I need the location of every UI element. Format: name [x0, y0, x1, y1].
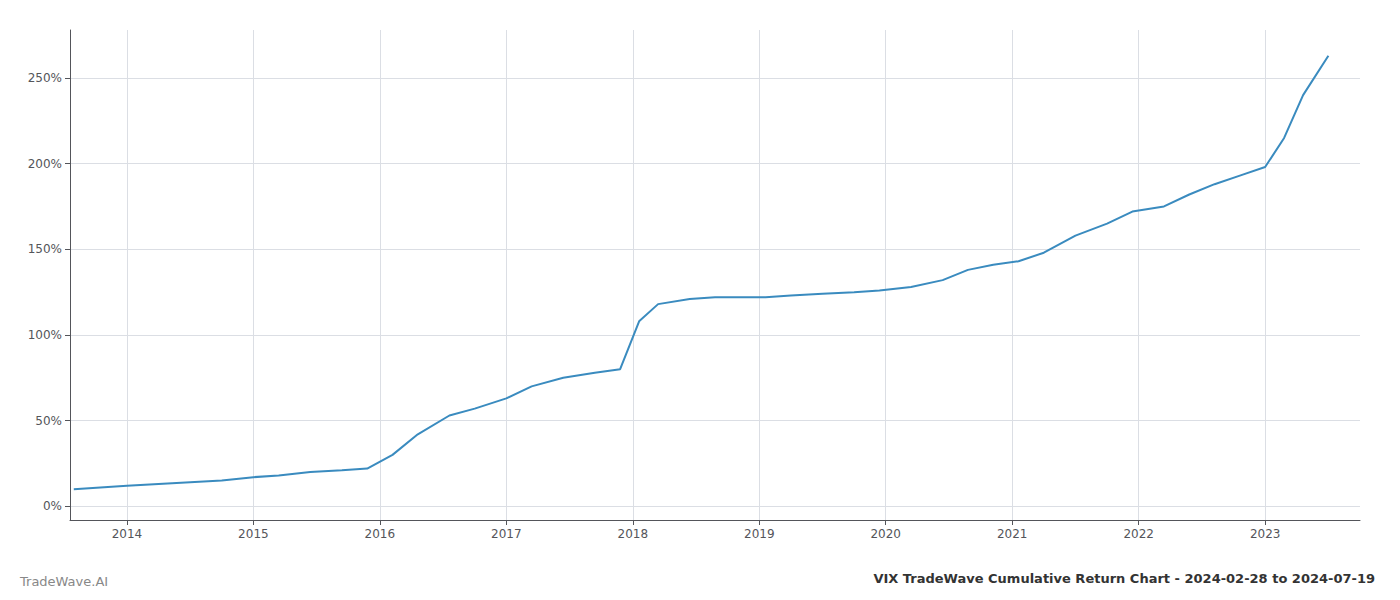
svg-text:100%: 100% — [28, 328, 62, 342]
svg-text:2018: 2018 — [618, 527, 649, 541]
svg-text:2015: 2015 — [238, 527, 269, 541]
svg-text:2016: 2016 — [365, 527, 396, 541]
svg-text:2017: 2017 — [491, 527, 522, 541]
svg-text:150%: 150% — [28, 242, 62, 256]
svg-text:2022: 2022 — [1123, 527, 1154, 541]
svg-text:2023: 2023 — [1250, 527, 1281, 541]
svg-text:VIX TradeWave Cumulative Retur: VIX TradeWave Cumulative Return Chart - … — [873, 571, 1375, 586]
svg-text:2021: 2021 — [997, 527, 1028, 541]
svg-text:250%: 250% — [28, 71, 62, 85]
svg-text:TradeWave.AI: TradeWave.AI — [19, 574, 108, 589]
svg-text:2014: 2014 — [112, 527, 143, 541]
svg-text:50%: 50% — [35, 414, 62, 428]
svg-text:0%: 0% — [43, 499, 62, 513]
svg-text:2020: 2020 — [870, 527, 901, 541]
svg-text:2019: 2019 — [744, 527, 775, 541]
svg-text:200%: 200% — [28, 157, 62, 171]
